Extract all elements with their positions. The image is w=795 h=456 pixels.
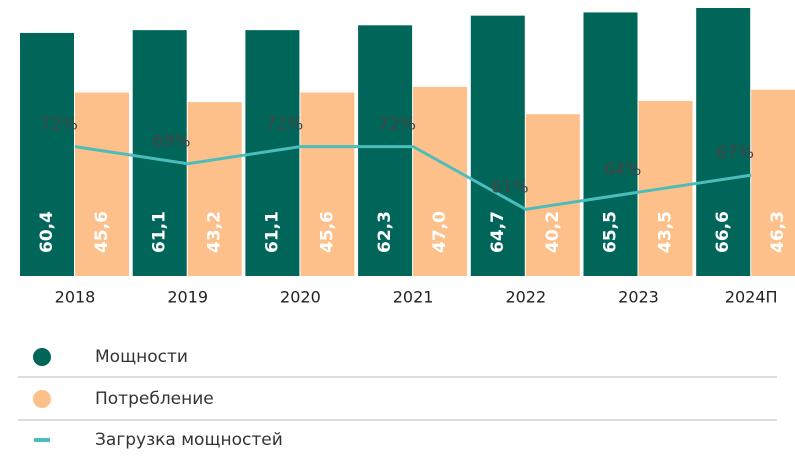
line-label: 72% <box>266 115 304 135</box>
line-label: 72% <box>40 115 78 135</box>
legend-label: Потребление <box>95 389 214 409</box>
bar-label: 43,5 <box>656 211 676 253</box>
line-label: 64% <box>604 160 642 180</box>
legend-label: Мощности <box>95 347 188 367</box>
x-tick-label: 2022 <box>505 288 546 307</box>
bar <box>696 8 751 276</box>
line-label: 69% <box>153 132 191 152</box>
bar-label: 45,6 <box>317 211 337 253</box>
bar-label: 46,3 <box>768 211 788 253</box>
x-tick-label: 2019 <box>167 288 208 307</box>
bar <box>413 86 468 276</box>
x-tick-label: 2021 <box>393 288 434 307</box>
bar <box>75 92 129 276</box>
bar-label: 47,0 <box>430 211 450 253</box>
x-tick-label: 2024П <box>725 288 778 307</box>
legend-swatch <box>33 348 51 366</box>
bar-label: 65,5 <box>601 211 621 253</box>
bar <box>358 25 413 277</box>
x-tick-label: 2018 <box>55 288 96 307</box>
line-label: 72% <box>378 115 416 135</box>
bar-label: 60,4 <box>37 211 57 253</box>
bar <box>525 114 580 276</box>
bar <box>300 92 355 276</box>
line-label: 67% <box>716 143 754 163</box>
legend-swatch <box>33 390 51 408</box>
bar <box>132 30 187 277</box>
line <box>74 145 752 211</box>
bar-label: 66,6 <box>713 211 733 253</box>
bar-label: 62,3 <box>375 211 395 253</box>
bar-label: 43,2 <box>205 211 225 253</box>
bar <box>751 89 795 277</box>
x-tick-label: 2023 <box>618 288 659 307</box>
bar-label: 61,1 <box>262 211 282 253</box>
x-tick-label: 2020 <box>280 288 321 307</box>
bar <box>470 15 525 277</box>
legend-label: Загрузка мощностей <box>95 430 283 450</box>
bar-label: 40,2 <box>543 211 563 253</box>
bar-label: 61,1 <box>150 211 170 253</box>
bar-label: 45,6 <box>92 211 112 253</box>
bar <box>20 32 74 277</box>
bar <box>187 102 242 276</box>
line-label: 61% <box>491 177 529 197</box>
bar <box>583 12 638 277</box>
bar-label: 64,7 <box>488 211 508 253</box>
